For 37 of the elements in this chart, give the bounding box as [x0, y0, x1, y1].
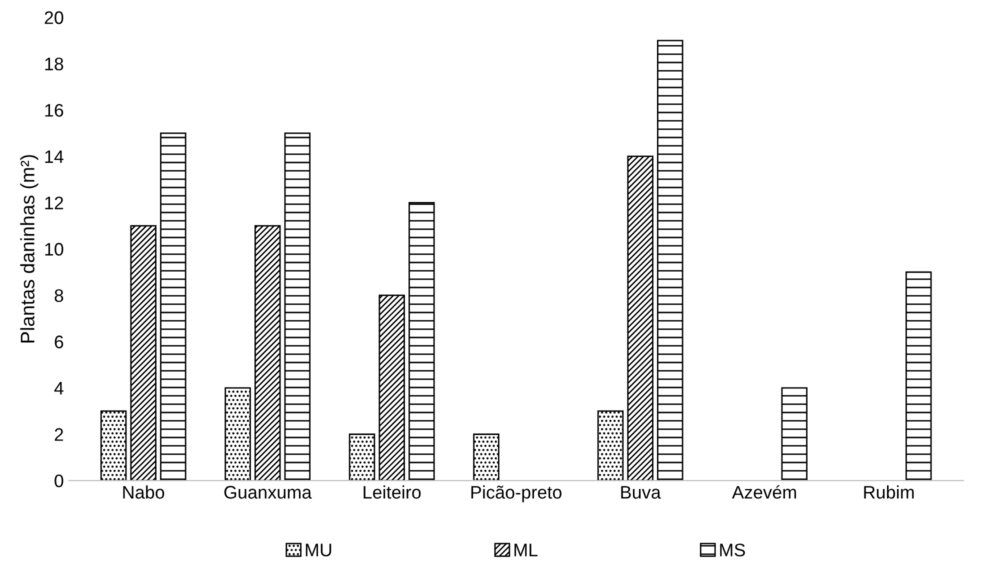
bar — [100, 410, 127, 481]
bar — [130, 225, 156, 481]
x-tick-label: Leiteiro — [364, 485, 421, 499]
x-tick-label: Nabo — [123, 485, 164, 499]
x-tick-label: Azevém — [732, 485, 796, 499]
y-tick-label: 8 — [54, 289, 64, 302]
legend-label: MU — [306, 544, 332, 556]
x-tick-label: Buva — [621, 486, 661, 499]
x-tick-label: Rubim — [864, 485, 914, 499]
y-tick-label: 10 — [45, 242, 64, 256]
y-tick-label: 0 — [54, 474, 64, 488]
x-tick-label: Guanxuma — [224, 486, 312, 499]
y-tick-label: 14 — [45, 150, 64, 163]
bar — [224, 387, 251, 481]
legend-label: MS — [720, 544, 745, 556]
y-tick-label: 4 — [54, 382, 64, 394]
y-tick-label: 18 — [45, 58, 64, 70]
y-tick-label: 20 — [44, 11, 64, 24]
bar — [408, 202, 435, 481]
y-axis-title: Plantas daninhas (m²) — [20, 155, 38, 342]
bar — [254, 225, 281, 481]
bar — [657, 40, 684, 481]
x-tick-label: Picão-preto — [471, 485, 562, 502]
bar — [781, 387, 808, 481]
bar — [160, 132, 186, 481]
bar — [473, 434, 500, 481]
bar — [905, 271, 932, 481]
bar — [627, 156, 654, 481]
y-tick-label: 2 — [54, 428, 64, 441]
bar — [284, 132, 311, 481]
legend-label: ML — [514, 544, 538, 556]
bar — [597, 410, 624, 481]
y-tick-label: 16 — [45, 104, 64, 117]
bar — [348, 434, 376, 481]
y-tick-label: 6 — [54, 336, 64, 348]
bar — [378, 294, 405, 481]
y-tick-label: 12 — [45, 196, 64, 210]
